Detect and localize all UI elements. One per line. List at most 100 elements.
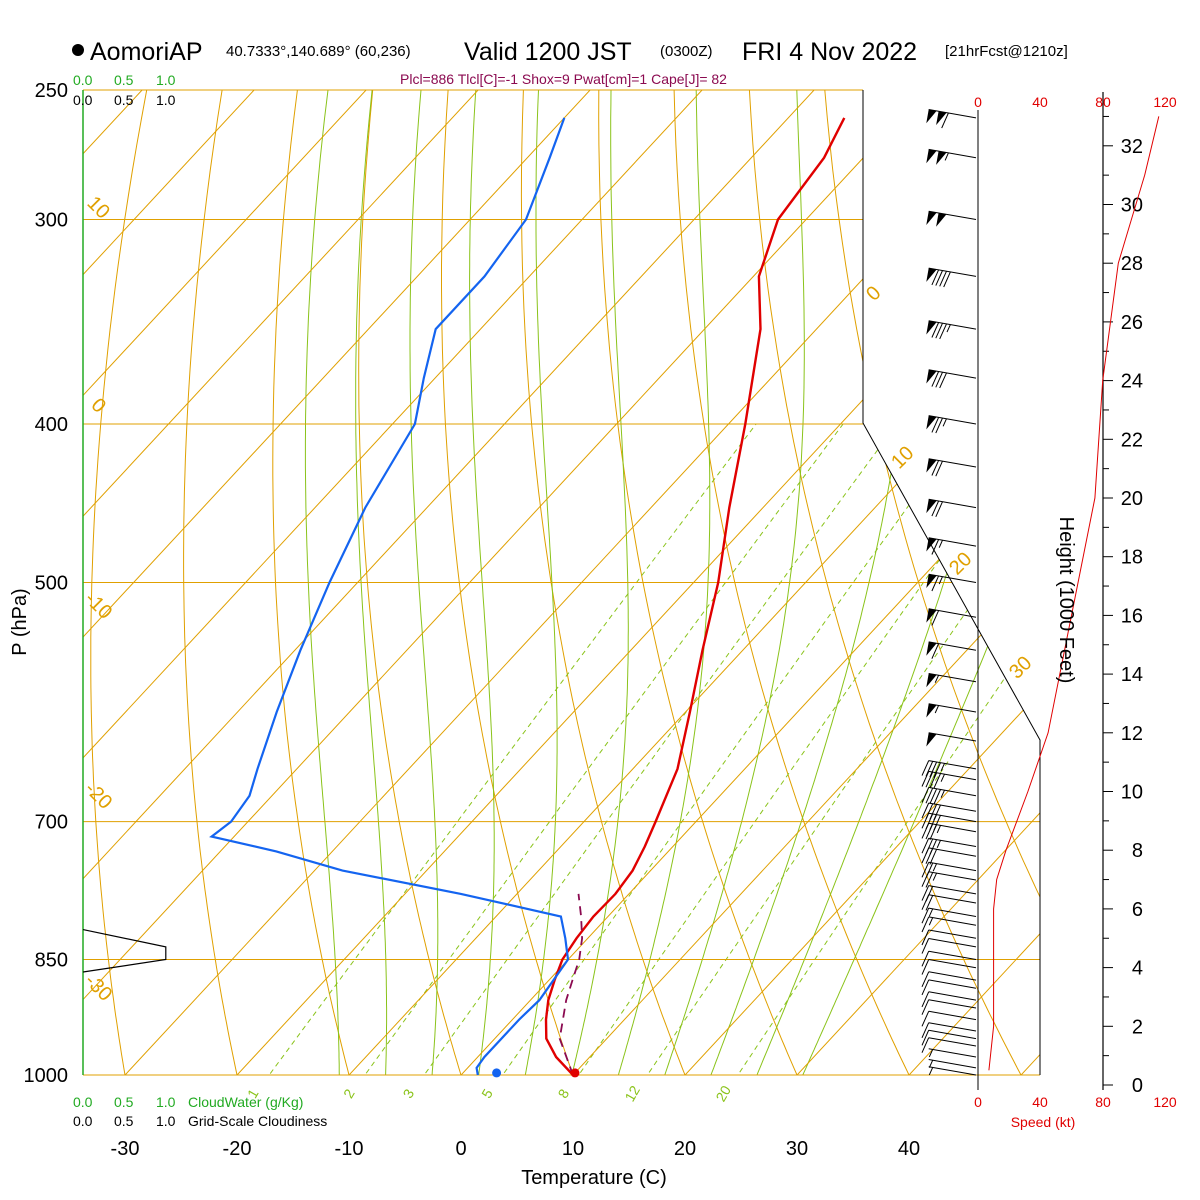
wind-barb: [921, 802, 977, 821]
wind-barb: [921, 885, 977, 902]
speed-axis: 0 40 80 120 0 40 80 120 Speed (kt): [974, 94, 1177, 1130]
mixing-ratio-label: 12: [621, 1083, 643, 1105]
wind-barb: [928, 1059, 977, 1069]
temperature-tick-label: -30: [111, 1138, 140, 1160]
cloudiness-line: [82, 929, 167, 973]
dry-adiabat-line: [971, 90, 1040, 1075]
wind-barb: [926, 148, 977, 165]
speed-tick-bottom-0: 0: [974, 1094, 982, 1110]
x-axis-title: Temperature (C): [521, 1167, 667, 1189]
pressure-tick-label: 1000: [24, 1065, 69, 1087]
height-axis-title: Height (1000 Feet): [1055, 517, 1077, 684]
height-tick-label: 16: [1121, 605, 1143, 627]
isotherm-line: [83, 90, 394, 1075]
wind-barb: [926, 573, 977, 592]
cloudwater-label: CloudWater (g/Kg): [188, 1094, 303, 1110]
cloudwater-scale-1-bottom: 1.0: [156, 1094, 176, 1110]
dry-adiabat-line: [673, 90, 927, 1075]
dry-adiabat-label: 10: [887, 442, 918, 473]
mixing-ratio-label: 20: [712, 1083, 734, 1105]
isotherm-line: [876, 90, 1040, 1075]
forecast-info: [21hrFcst@1210z]: [945, 43, 1068, 60]
cloudiness-scale-1: 1.0: [156, 92, 176, 108]
header: AomoriAP 40.7333°,140.689° (60,236) Vali…: [72, 38, 1068, 87]
dry-adiabat-line: [598, 90, 814, 1075]
cloudiness-label: Grid-Scale Cloudiness: [188, 1113, 327, 1129]
wind-barb: [921, 929, 977, 946]
wind-barb: [921, 847, 977, 865]
pressure-tick-label: 850: [35, 950, 68, 972]
dry-adiabat-line: [358, 90, 473, 1075]
dry-adiabat-line: [822, 90, 1040, 1075]
height-tick-label: 10: [1121, 782, 1143, 804]
dry-adiabat-line: [90, 90, 153, 1075]
mixing-ratio-line: [554, 423, 1037, 1075]
wind-barbs: [921, 109, 977, 1076]
wind-barb: [928, 1048, 977, 1058]
wind-barb: [926, 109, 977, 129]
moist-adiabat-line: [652, 90, 805, 1075]
speed-tick-bottom-80: 80: [1095, 1094, 1111, 1110]
cloudiness-profile: [82, 929, 167, 973]
surface-dewpoint-marker: [492, 1068, 502, 1078]
height-tick-label: 8: [1132, 840, 1143, 862]
isotherm-line: [83, 90, 954, 1075]
wind-barb: [926, 369, 977, 389]
cloud-scale-bottom: 0.0 0.5 1.0 CloudWater (g/Kg) 0.0 0.5 1.…: [73, 1094, 327, 1129]
temperature-axis: -30 -20 -10 0 10 20 30 40: [111, 1138, 921, 1160]
wind-barb: [926, 641, 977, 659]
temperature-curve: [544, 117, 846, 1076]
isotherm-line: [540, 90, 1040, 1075]
height-tick-label: 20: [1121, 488, 1143, 510]
isotherm-line: [83, 90, 170, 1075]
pressure-tick-label: 700: [35, 812, 68, 834]
station-coords: 40.7333°,140.689° (60,236): [226, 43, 411, 60]
height-tick-label: 28: [1121, 253, 1143, 275]
wind-barb: [921, 822, 977, 841]
dry-adiabat-line: [747, 90, 1040, 1075]
wind-barb: [921, 999, 977, 1015]
isotherm-line: [83, 90, 618, 1075]
wind-barb: [921, 1037, 977, 1053]
height-tick-label: 14: [1121, 664, 1143, 686]
wind-barb: [926, 608, 977, 626]
moist-adiabat-line: [355, 90, 388, 1075]
isotherm-line: [83, 90, 842, 1075]
plot-frame: [82, 90, 1041, 1075]
mixing-ratio-line: [339, 423, 844, 1075]
mixing-ratio-line: [398, 423, 898, 1075]
height-tick-label: 0: [1132, 1075, 1143, 1097]
mixing-ratio-line: [243, 423, 757, 1075]
cloudwater-scale-05-bottom: 0.5: [114, 1094, 134, 1110]
wind-barb: [921, 837, 977, 855]
cloudwater-scale-05: 0.5: [114, 72, 134, 88]
wind-speed-curve: [988, 116, 1160, 1071]
temperature-tick-label: 40: [898, 1138, 920, 1160]
speed-tick-top-0: 0: [974, 94, 982, 110]
valid-time: Valid 1200 JST: [464, 38, 632, 66]
cloudwater-scale-0-bottom: 0.0: [73, 1094, 93, 1110]
height-tick-label: 12: [1121, 723, 1143, 745]
wind-barb: [926, 537, 977, 555]
dry-adiabat-line: [1120, 61, 1200, 1110]
surface-temperature-marker: [570, 1068, 580, 1078]
mixing-ratio-label: 5: [478, 1086, 496, 1101]
utc-time: (0300Z): [660, 43, 713, 60]
wind-speed-profile: [988, 116, 1160, 1071]
temperature-tick-label: 20: [674, 1138, 696, 1160]
cloudiness-scale-0-bottom: 0.0: [73, 1113, 93, 1129]
cloudiness-scale-1-bottom: 1.0: [156, 1113, 176, 1129]
pressure-tick-label: 400: [35, 414, 68, 436]
isotherm-lines: [83, 90, 1040, 1075]
wind-barb: [921, 770, 977, 789]
wind-barb: [921, 950, 977, 967]
wind-barb: [921, 991, 977, 1008]
wind-barb: [921, 786, 977, 805]
dry-adiabat-line: [1195, 61, 1200, 1110]
speed-tick-top-120: 120: [1153, 94, 1177, 110]
cloud-scale-top: 0.0 0.5 1.0 0.0 0.5 1.0: [73, 72, 176, 108]
wind-barb: [926, 703, 977, 718]
wind-barb: [926, 320, 977, 340]
pressure-axis: 250 300 400 500 700 850 1000: [24, 80, 69, 1087]
